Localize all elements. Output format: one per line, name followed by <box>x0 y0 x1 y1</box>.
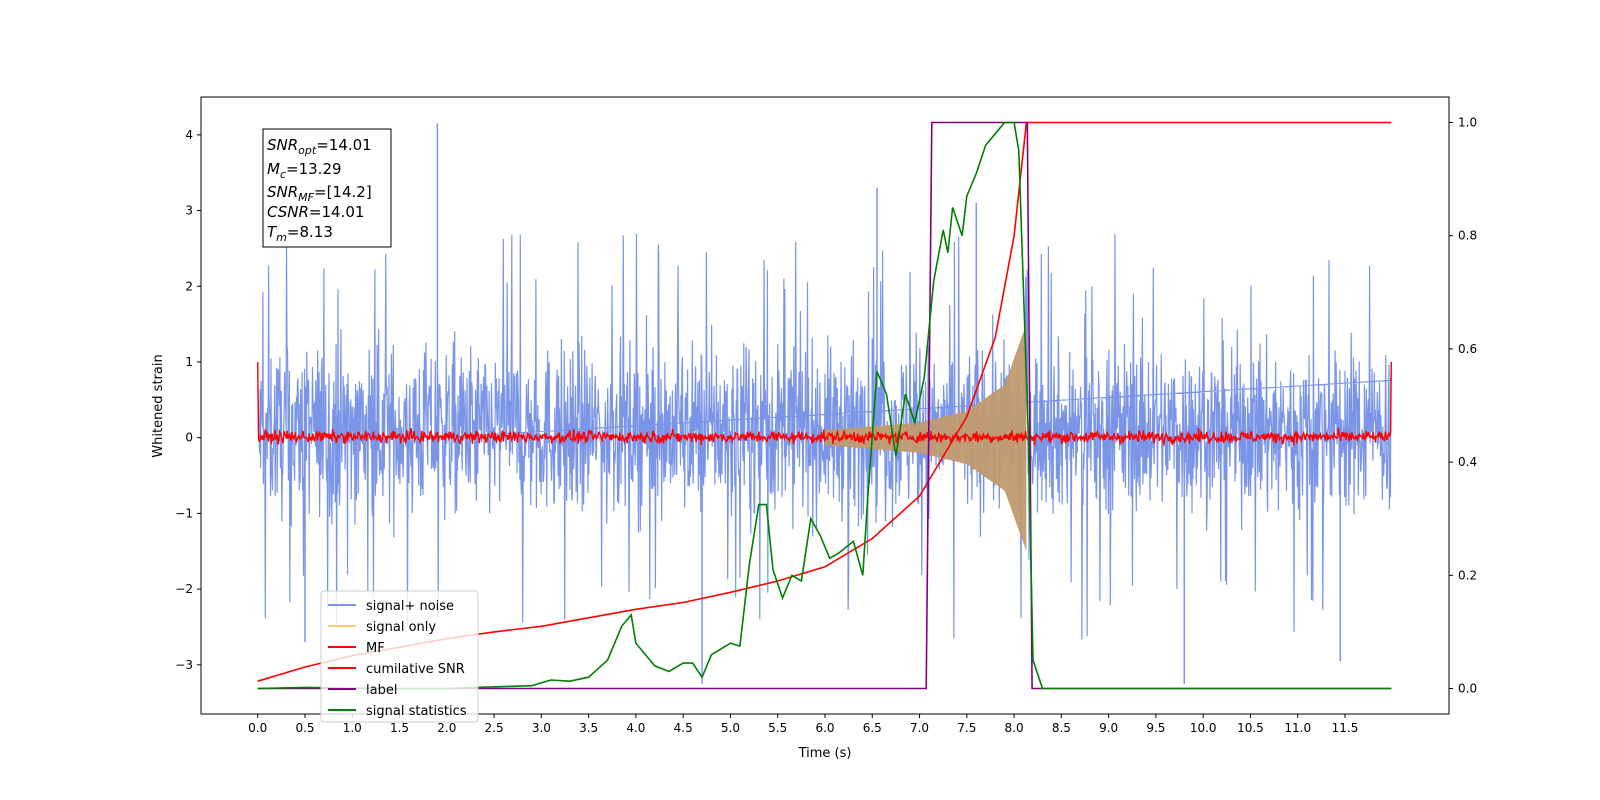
mf-series <box>257 361 1393 447</box>
legend: signal+ noise signal only MF cumilative SNR… <box>320 590 479 723</box>
y-right-tick-label: 1.0 <box>1458 115 1477 129</box>
y-tick-label: −1 <box>175 506 193 520</box>
legend-label: signal only <box>366 620 436 635</box>
annotation-mc: Mc=13.29 <box>267 160 342 181</box>
x-tick-label: 1.0 <box>343 721 362 735</box>
y-axis-ticks: 4 3 2 1 0 −1 −2 −3 <box>175 128 201 672</box>
signal-noise-series <box>257 123 1392 684</box>
x-tick-label: 4.5 <box>674 721 693 735</box>
x-tick-label: 2.0 <box>437 721 456 735</box>
legend-label: cumilative SNR <box>366 662 465 677</box>
annotation-frame <box>262 128 392 248</box>
x-tick-label: 6.0 <box>815 721 834 735</box>
y-right-axis-ticks: 1.0 0.8 0.6 0.4 0.2 0.0 <box>1449 115 1477 696</box>
y-tick-label: 2 <box>185 279 193 293</box>
annotation-snr-opt: SNRopt=14.01 <box>267 136 372 157</box>
signal-statistics-line <box>257 121 1392 690</box>
y-right-tick-label: 0.0 <box>1458 682 1477 696</box>
x-tick-label: 7.5 <box>957 721 976 735</box>
x-tick-label: 0.5 <box>295 721 314 735</box>
legend-label: MF <box>366 641 385 656</box>
y-right-tick-label: 0.2 <box>1458 568 1477 582</box>
annotation-box: SNRopt=14.01 Mc=13.29 SNRMF=[14.2] CSNR=… <box>262 128 392 248</box>
x-tick-label: 4.0 <box>626 721 645 735</box>
legend-frame <box>320 590 479 723</box>
x-tick-label: 8.0 <box>1005 721 1024 735</box>
mf-line <box>257 361 1393 447</box>
y-axis-label: Whitened strain <box>151 354 166 457</box>
x-tick-label: 9.0 <box>1099 721 1118 735</box>
x-tick-label: 9.5 <box>1146 721 1165 735</box>
x-tick-label: 11.0 <box>1284 721 1311 735</box>
y-tick-label: 1 <box>185 355 193 369</box>
x-tick-label: 3.5 <box>579 721 598 735</box>
signal-statistics-series <box>257 121 1392 690</box>
x-tick-label: 10.0 <box>1190 721 1217 735</box>
y-tick-label: −2 <box>175 582 193 596</box>
y-right-tick-label: 0.8 <box>1458 229 1477 243</box>
x-tick-label: 5.0 <box>721 721 740 735</box>
y-right-tick-label: 0.6 <box>1458 342 1477 356</box>
legend-label: signal+ noise <box>366 599 454 614</box>
x-tick-label: 10.5 <box>1237 721 1264 735</box>
y-tick-label: −3 <box>175 658 193 672</box>
x-tick-label: 5.5 <box>768 721 787 735</box>
x-tick-label: 2.5 <box>485 721 504 735</box>
y-tick-label: 3 <box>185 204 193 218</box>
x-tick-label: 0.0 <box>248 721 267 735</box>
x-tick-label: 6.5 <box>863 721 882 735</box>
y-tick-label: 4 <box>185 128 193 142</box>
annotation-tm: Tm=8.13 <box>267 223 333 244</box>
y-right-tick-label: 0.4 <box>1458 455 1477 469</box>
legend-label: signal statistics <box>366 704 467 719</box>
x-tick-label: 7.0 <box>910 721 929 735</box>
annotation-csnr: CSNR=14.01 <box>267 203 364 221</box>
x-tick-label: 11.5 <box>1332 721 1359 735</box>
x-tick-label: 8.5 <box>1052 721 1071 735</box>
legend-label: label <box>366 683 397 698</box>
x-tick-label: 1.5 <box>390 721 409 735</box>
annotation-snr-mf: SNRMF=[14.2] <box>267 183 372 204</box>
x-axis-label: Time (s) <box>798 746 852 761</box>
y-tick-label: 0 <box>185 431 193 445</box>
x-tick-label: 3.0 <box>532 721 551 735</box>
signal-noise-line <box>257 233 1392 640</box>
